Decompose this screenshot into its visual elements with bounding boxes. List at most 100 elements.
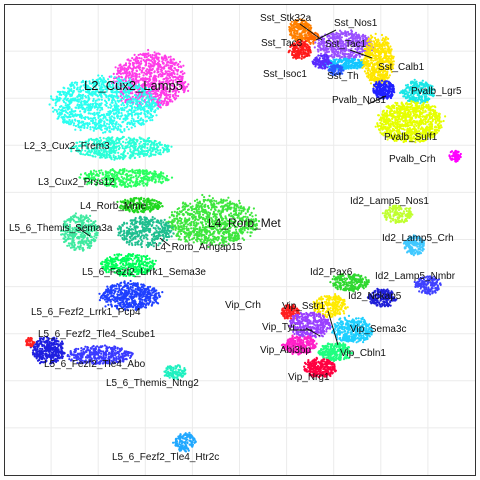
data-point: [307, 23, 311, 26]
data-point: [407, 124, 410, 127]
data-point: [372, 77, 375, 80]
data-point: [300, 51, 303, 54]
data-point: [100, 95, 103, 98]
data-point: [390, 107, 393, 110]
data-point: [389, 49, 392, 52]
data-point: [337, 65, 340, 68]
data-point: [334, 33, 337, 36]
data-point: [302, 56, 305, 59]
data-point: [377, 47, 380, 50]
data-point: [429, 111, 432, 114]
data-point: [375, 88, 378, 91]
data-point: [350, 30, 354, 33]
data-point: [323, 55, 326, 58]
data-point: [131, 57, 134, 60]
data-point: [372, 54, 375, 58]
data-point: [360, 40, 363, 43]
data-point: [301, 19, 304, 22]
data-point: [167, 56, 170, 59]
data-point: [147, 62, 151, 65]
data-point: [418, 106, 421, 109]
data-point: [121, 72, 124, 75]
data-point: [50, 95, 53, 98]
data-point: [296, 32, 299, 36]
data-point: [330, 53, 333, 56]
data-point: [394, 122, 397, 126]
data-point: [358, 40, 361, 43]
data-point: [425, 82, 428, 85]
data-point: [119, 115, 123, 118]
data-point: [333, 47, 336, 51]
data-point: [414, 115, 417, 118]
data-point: [291, 44, 294, 47]
data-point: [372, 50, 375, 53]
data-point: [402, 127, 405, 130]
data-point: [62, 120, 65, 123]
data-point: [177, 65, 180, 68]
data-point: [293, 50, 296, 54]
data-point: [131, 102, 134, 106]
data-point: [329, 61, 332, 64]
data-point: [429, 120, 432, 124]
data-point: [394, 118, 398, 121]
data-point: [376, 57, 379, 60]
data-point: [183, 72, 186, 75]
data-point: [129, 62, 132, 66]
data-point: [74, 119, 77, 122]
data-point: [370, 61, 373, 64]
data-point: [417, 110, 420, 113]
data-point: [79, 129, 82, 132]
data-point: [150, 97, 154, 100]
data-point: [390, 90, 393, 93]
data-point: [342, 44, 345, 48]
data-point: [129, 104, 132, 107]
data-point: [332, 51, 335, 55]
data-point: [290, 32, 293, 35]
data-point: [149, 64, 153, 67]
data-point: [327, 37, 330, 41]
data-point: [387, 55, 391, 58]
data-point: [389, 58, 392, 61]
data-point: [107, 99, 110, 102]
data-point: [308, 26, 311, 30]
data-point: [442, 119, 445, 123]
data-point: [318, 46, 322, 49]
data-point: [420, 81, 423, 84]
data-point: [346, 53, 349, 56]
data-point: [304, 33, 307, 36]
data-point: [163, 93, 167, 97]
data-point: [389, 45, 392, 48]
data-point: [299, 34, 302, 37]
data-point: [406, 83, 409, 86]
data-point: [304, 37, 307, 40]
data-point: [342, 46, 345, 49]
data-point: [74, 124, 78, 128]
data-point: [324, 51, 328, 54]
data-point: [352, 40, 355, 43]
data-point: [109, 130, 112, 134]
data-point: [316, 63, 319, 66]
data-point: [434, 111, 437, 114]
data-point: [381, 87, 384, 90]
data-point: [75, 83, 78, 86]
data-point: [153, 71, 156, 74]
data-point: [298, 43, 301, 46]
data-point: [318, 57, 321, 60]
data-point: [152, 57, 156, 60]
data-point: [401, 91, 405, 94]
data-point: [314, 41, 317, 44]
data-point: [296, 56, 299, 59]
data-point: [440, 126, 443, 129]
data-point: [187, 83, 190, 86]
data-point: [314, 31, 317, 34]
data-point: [347, 67, 350, 70]
data-point: [342, 63, 346, 66]
data-point: [420, 112, 423, 115]
data-point: [436, 117, 439, 120]
data-point: [456, 151, 459, 154]
data-point: [438, 112, 441, 116]
data-point: [350, 51, 353, 54]
data-point: [84, 95, 87, 98]
data-point: [409, 106, 412, 109]
data-point: [163, 55, 166, 58]
